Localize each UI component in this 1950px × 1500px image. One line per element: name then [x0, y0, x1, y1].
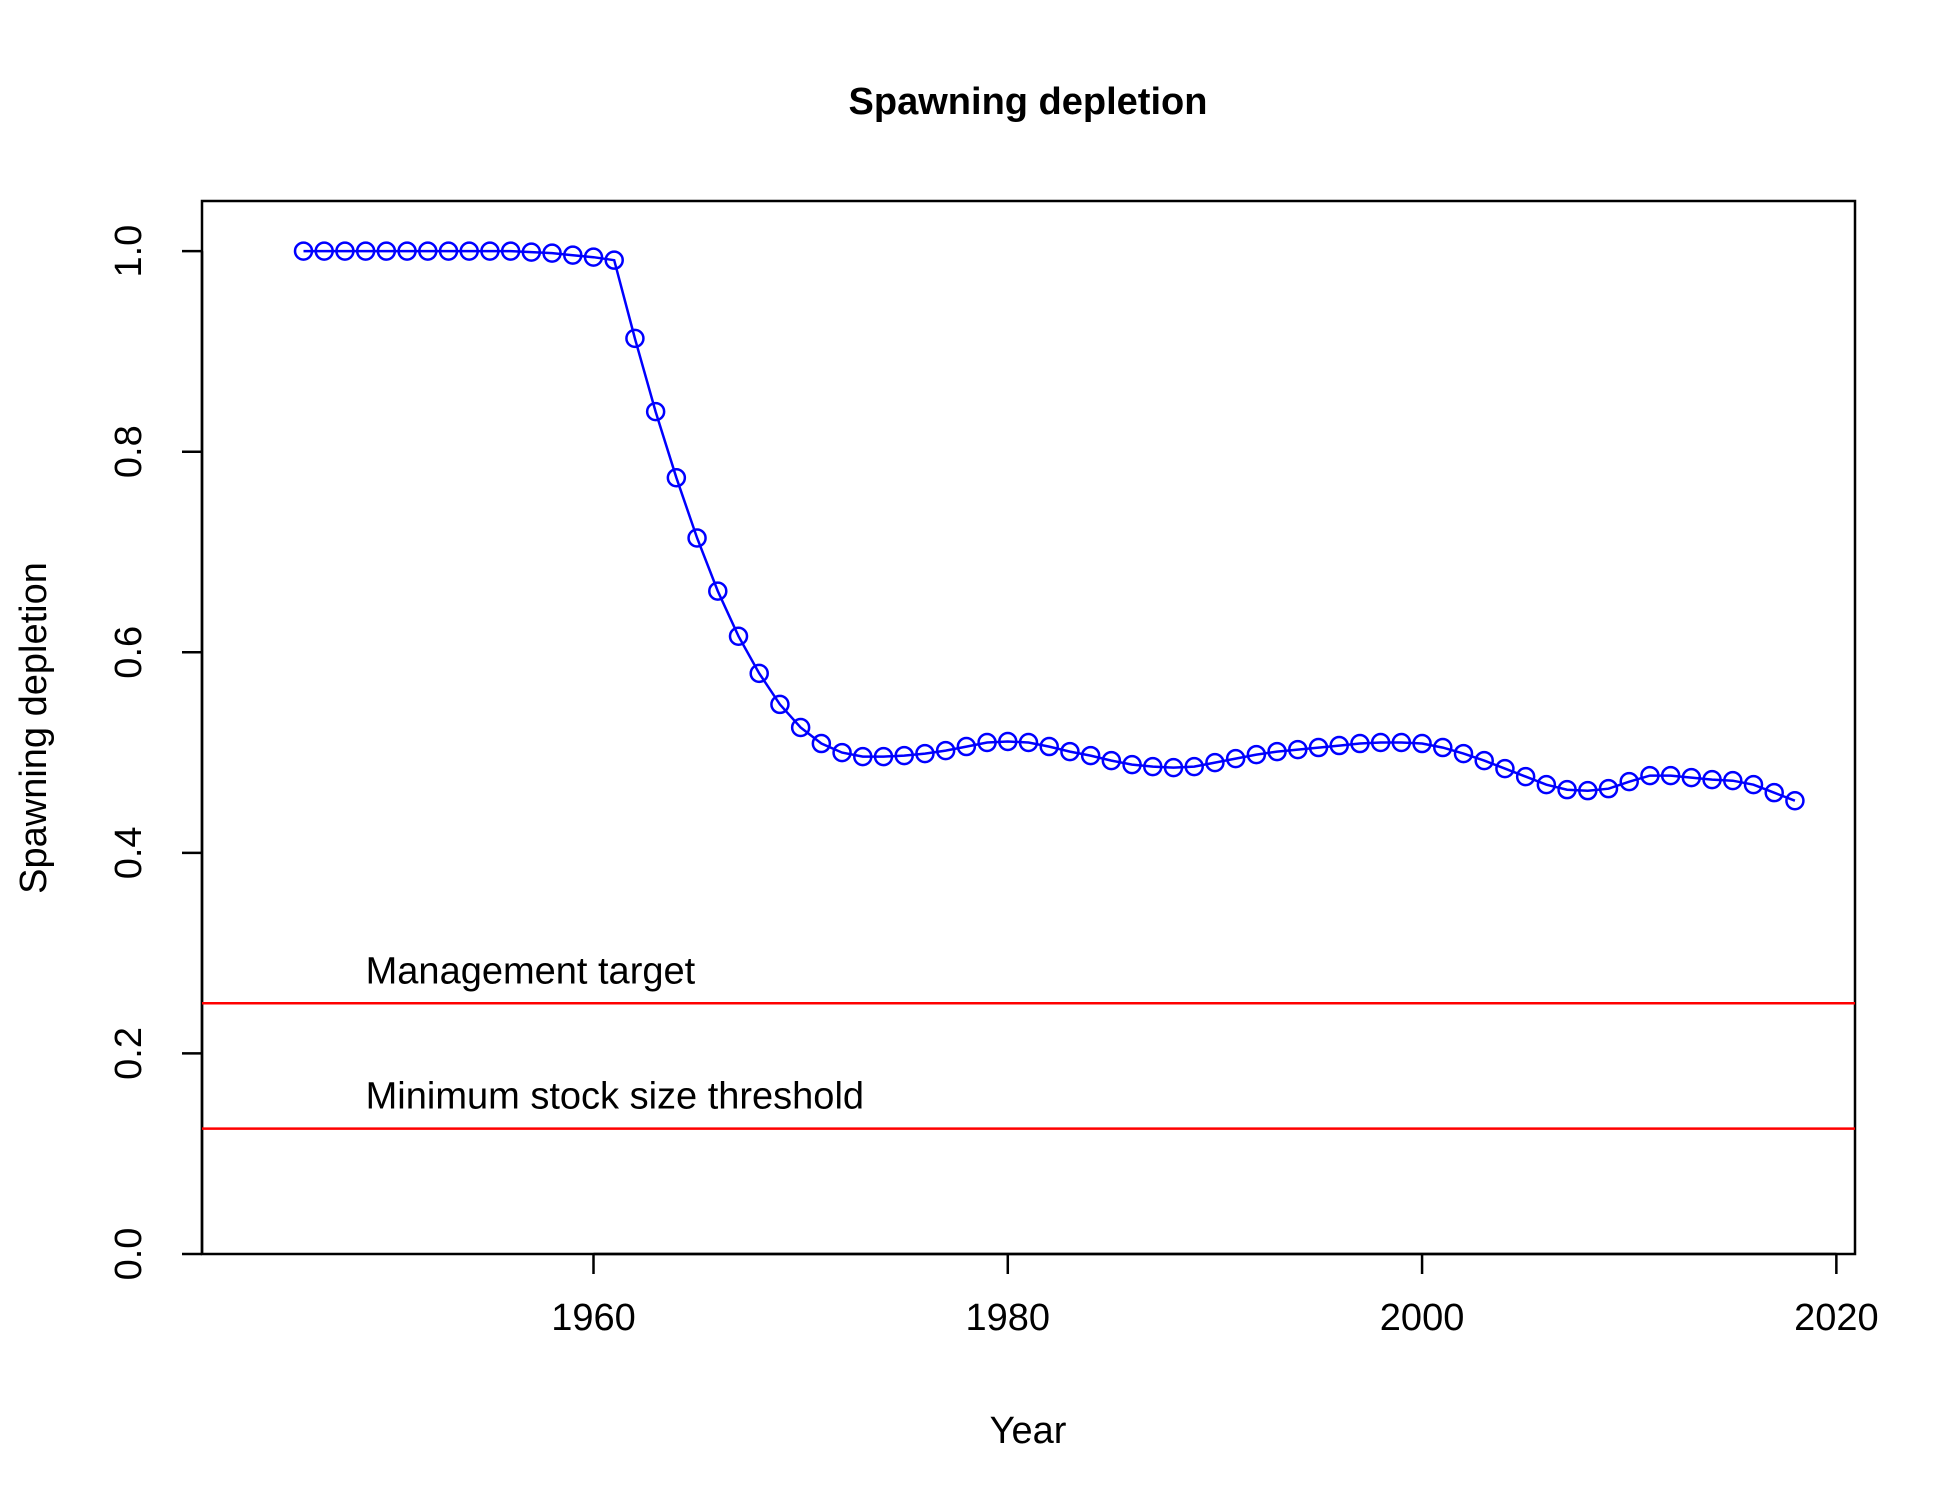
data-point [1370, 732, 1391, 753]
data-point [438, 241, 459, 261]
data-point [1702, 769, 1722, 790]
data-point [1743, 774, 1764, 795]
data-point [1267, 741, 1287, 762]
data-point [811, 733, 832, 754]
data-point [1764, 782, 1784, 803]
data-point [583, 247, 604, 267]
data-point [1018, 732, 1039, 753]
data-point [1080, 745, 1101, 766]
reference-line-label: Management target [366, 950, 696, 992]
x-axis: 1960 1980 2000 2020 [551, 1252, 1879, 1339]
data-point [1039, 736, 1059, 757]
data-point [728, 626, 749, 646]
data-point [1578, 780, 1598, 801]
data-point [521, 242, 542, 262]
data-point [687, 528, 707, 548]
x-tick-label: 1980 [966, 1297, 1051, 1339]
reference-lines: Management target Minimum stock size thre… [202, 950, 1855, 1130]
data-point [1723, 770, 1743, 791]
chart-title: Spawning depletion [849, 81, 1208, 123]
data-point [1536, 774, 1557, 795]
x-axis-label: Year [990, 1410, 1067, 1452]
data-point [1660, 765, 1681, 786]
data-point [1288, 739, 1308, 760]
data-point [1060, 741, 1080, 762]
data-point [1453, 743, 1474, 764]
data-point [1391, 732, 1412, 753]
data-point [293, 241, 314, 261]
data-point [1495, 758, 1515, 779]
data-point [1785, 790, 1805, 811]
data-point [418, 241, 438, 261]
data-point [397, 241, 417, 261]
data-point [1184, 756, 1204, 777]
data-point [1205, 752, 1225, 773]
data-point [542, 243, 562, 263]
data-point [314, 241, 334, 261]
data-point [1101, 750, 1122, 771]
y-tick-label: 0.4 [108, 826, 150, 879]
data-point [1122, 754, 1142, 775]
data-point [625, 328, 645, 349]
data-point [666, 468, 687, 488]
data-point [1619, 771, 1639, 792]
series-layer [293, 241, 1805, 811]
data-point [956, 736, 977, 757]
y-axis: 0.0 0.2 0.4 0.6 0.8 1.0 [108, 225, 204, 1281]
data-point [1515, 766, 1536, 787]
data-point [749, 663, 769, 684]
data-point [790, 717, 811, 738]
y-tick-label: 0.6 [108, 626, 150, 679]
data-point [1412, 733, 1432, 754]
data-point [853, 746, 873, 767]
data-point [1225, 748, 1246, 769]
data-point [500, 241, 521, 261]
data-point [480, 241, 500, 261]
data-point [563, 245, 583, 265]
data-point [998, 731, 1018, 752]
data-point [1598, 778, 1619, 799]
data-point [873, 746, 894, 767]
data-point [355, 241, 376, 261]
data-point [1681, 767, 1702, 788]
data-point [1143, 756, 1163, 777]
data-point [1350, 733, 1370, 754]
y-axis-label: Spawning depletion [13, 562, 55, 894]
series-line [303, 249, 1796, 802]
data-point [770, 694, 790, 715]
data-point [604, 250, 624, 270]
data-point [1329, 735, 1349, 756]
reference-line-label: Minimum stock size threshold [366, 1076, 864, 1118]
y-tick-label: 0.2 [108, 1027, 150, 1080]
data-point [977, 732, 997, 753]
data-point [1246, 744, 1267, 765]
y-tick-label: 1.0 [108, 225, 150, 278]
y-tick-label: 0.8 [108, 425, 150, 478]
data-point [708, 581, 728, 601]
data-point [894, 745, 914, 766]
data-point [335, 241, 355, 261]
data-point [1163, 757, 1184, 778]
x-tick-label: 2000 [1380, 1297, 1465, 1339]
data-point [935, 740, 956, 761]
data-point [459, 241, 479, 261]
data-point [1433, 737, 1453, 758]
data-point [1474, 750, 1494, 771]
data-point [1308, 737, 1329, 758]
data-point [645, 401, 666, 422]
data-point [1557, 779, 1577, 800]
y-tick-label: 0.0 [108, 1228, 150, 1281]
data-point [915, 743, 935, 764]
x-tick-label: 1960 [551, 1297, 636, 1339]
data-point [376, 241, 397, 261]
x-tick-label: 2020 [1794, 1297, 1879, 1339]
data-point [1640, 765, 1660, 786]
data-point [832, 742, 852, 763]
